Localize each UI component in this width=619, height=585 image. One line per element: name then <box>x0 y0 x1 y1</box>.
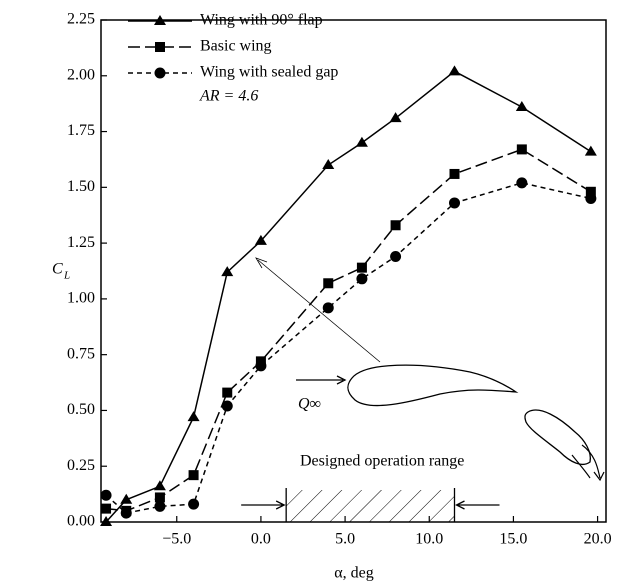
square-marker <box>188 470 199 481</box>
triangle-marker <box>322 159 335 170</box>
x-tick-label: −5.0 <box>162 531 191 548</box>
pointer-line <box>257 259 381 363</box>
y-label: C <box>52 261 63 278</box>
square-marker <box>356 262 367 273</box>
series-line <box>105 148 592 512</box>
aspect-ratio-note: AR = 4.6 <box>199 88 258 105</box>
square-marker <box>516 144 527 155</box>
legend-marker <box>155 42 165 52</box>
circle-marker <box>356 273 368 285</box>
y-tick-label: 0.25 <box>67 457 95 474</box>
triangle-marker <box>584 145 597 156</box>
circle-marker <box>120 507 132 519</box>
x-tick-label: 0.0 <box>251 531 271 548</box>
freestream-arrow-head <box>336 375 347 385</box>
y-tick-label: 0.75 <box>67 345 95 362</box>
operation-range-label: Designed operation range <box>300 453 464 470</box>
circle-marker <box>221 400 233 412</box>
triangle-marker <box>448 65 461 76</box>
operation-range <box>286 490 455 522</box>
circle-marker <box>100 489 112 501</box>
square-marker <box>222 387 233 398</box>
flapped-airfoil-sketch <box>524 409 591 466</box>
triangle-marker <box>120 493 133 504</box>
flap-flow-sketch <box>571 444 605 482</box>
triangle-marker <box>153 480 166 491</box>
legend-label: Basic wing <box>200 38 272 55</box>
legend-marker <box>154 67 166 79</box>
circle-marker <box>188 498 200 510</box>
square-marker <box>154 492 165 503</box>
triangle-marker <box>515 101 528 112</box>
y-tick-label: 1.00 <box>67 290 95 307</box>
triangle-marker <box>254 234 267 245</box>
square-marker <box>449 168 460 179</box>
x-tick-label: 10.0 <box>415 531 443 548</box>
series-line <box>105 70 592 523</box>
x-label: α, deg <box>334 565 373 582</box>
y-tick-label: 2.00 <box>67 66 95 83</box>
y-label-subscript: L <box>63 270 70 282</box>
square-marker <box>390 220 401 231</box>
y-tick-label: 2.25 <box>67 11 95 28</box>
circle-marker <box>449 197 460 209</box>
triangle-marker <box>100 516 113 526</box>
freestream-label: Q∞ <box>298 396 321 413</box>
circle-marker <box>390 250 402 262</box>
circle-marker <box>255 360 267 372</box>
x-tick-label: 20.0 <box>584 531 612 548</box>
pointer-head <box>255 257 268 269</box>
y-tick-label: 1.75 <box>67 122 95 139</box>
square-marker <box>101 503 112 514</box>
square-marker <box>323 278 334 289</box>
circle-marker <box>322 302 334 314</box>
triangle-marker <box>355 136 368 147</box>
series-line <box>105 182 592 514</box>
range-arrow <box>241 500 286 510</box>
airfoil-sketch <box>347 364 519 407</box>
circle-marker <box>154 500 166 512</box>
circle-marker <box>585 192 597 204</box>
y-tick-label: 1.25 <box>67 234 95 251</box>
x-tick-label: 15.0 <box>499 531 527 548</box>
triangle-marker <box>389 112 402 123</box>
y-tick-label: 0.50 <box>67 401 95 418</box>
x-tick-label: 5.0 <box>335 531 355 548</box>
y-tick-label: 0.00 <box>67 513 95 530</box>
legend-label: Wing with sealed gap <box>200 64 338 81</box>
legend-label: Wing with 90° flap <box>200 12 323 29</box>
circle-marker <box>516 177 528 189</box>
legend-marker <box>154 15 166 25</box>
square-marker <box>585 186 596 197</box>
triangle-marker <box>221 266 234 277</box>
range-arrow <box>455 500 500 510</box>
triangle-marker <box>187 411 200 422</box>
y-tick-label: 1.50 <box>67 178 95 195</box>
